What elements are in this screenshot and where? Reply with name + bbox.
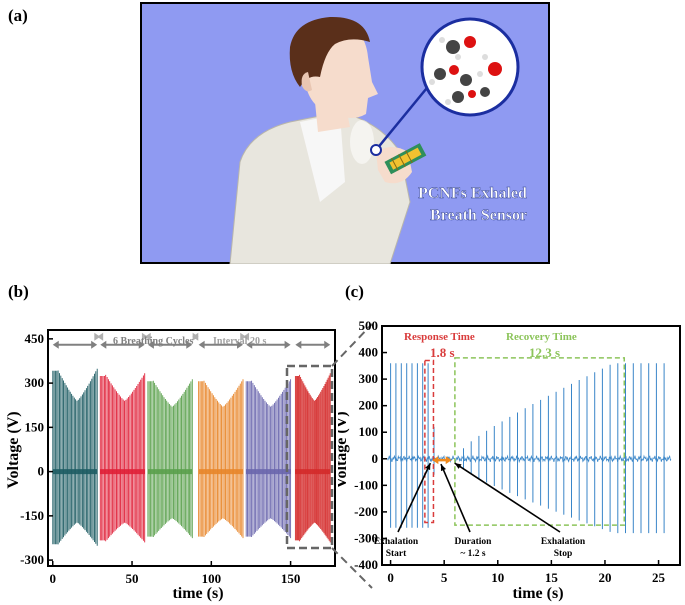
panel-label-c: (c)	[345, 282, 364, 301]
molecule-bubble	[420, 17, 520, 117]
chart-c-ytick-label: -100	[354, 477, 378, 492]
chart-c-ytick-label: -200	[354, 504, 378, 519]
response-time-title: Response Time	[404, 331, 475, 343]
cycle-arrow-4	[198, 340, 244, 349]
callout-lines	[397, 462, 561, 533]
callout-exhalation-stop-head	[454, 463, 462, 469]
chart-c-xtick-label: 0	[387, 570, 394, 585]
chart-b-ytick-label: -300	[20, 552, 44, 567]
chart-c-ytick-label: -400	[354, 557, 378, 572]
chart-b-interval-annotation: Interval 20 s	[213, 336, 266, 347]
duration-arrow-head-left	[432, 456, 439, 465]
interval-arrow-2	[141, 332, 151, 341]
chart-b: 0 50 100 150 -300 -150 0 150 300 450 6 Breathing …	[5, 329, 336, 602]
recovery-time-title: Recovery Time	[506, 331, 577, 343]
chart-b-ytick-label: 450	[25, 331, 45, 346]
chart-c-ytick-label: -300	[354, 530, 378, 545]
chart-b-cycle-arrows	[52, 332, 331, 349]
callout-exhalation-start-head	[425, 463, 431, 471]
callout-duration	[440, 463, 471, 533]
chart-c-xtick-label: 10	[491, 570, 504, 585]
interval-arrow-4	[240, 332, 250, 341]
hair	[289, 16, 370, 87]
chart-b-ytick-label: 300	[25, 375, 45, 390]
cycle-arrow-6	[295, 340, 331, 349]
chart-c-ytick-label: 500	[359, 318, 379, 333]
chart-c-baseline	[387, 454, 672, 464]
duration-arrow-head-right	[445, 456, 452, 465]
chart-b-series-2	[99, 373, 146, 543]
exhalation-stop-label-2: Stop	[554, 549, 572, 559]
chart-b-ytick-label: -150	[20, 508, 44, 523]
chart-b-ylabel: Voltage (V)	[5, 411, 22, 488]
duration-label-2: ~ 1.2 s	[460, 549, 486, 559]
chart-b-series-3	[147, 379, 193, 539]
recovery-time-value: 12.3 s	[529, 345, 560, 360]
response-time-box	[424, 359, 435, 524]
chart-b-cycles-annotation: 6 Breathing Cycles	[113, 336, 193, 347]
chart-b-zoom-box	[285, 364, 334, 550]
chart-c-ytick-label: 200	[359, 398, 379, 413]
chart-c-ytick-label: 0	[372, 451, 379, 466]
chart-c-ytick-label: 300	[359, 371, 379, 386]
chart-b-axes: 0 50 100 150 -300 -150 0 150 300 450	[20, 331, 300, 586]
chart-b-series-4	[198, 379, 244, 539]
chart-c-xtick-label: 20	[598, 570, 611, 585]
magnifier-anchor	[370, 144, 382, 156]
chart-b-series-5	[245, 379, 292, 539]
duration-arrow	[432, 456, 452, 465]
chart-c-xtick-label: 5	[441, 570, 448, 585]
callout-exhalation-stop	[454, 462, 561, 533]
cycle-arrow-1	[52, 340, 98, 349]
exhalation-start-label-2: Start	[386, 549, 407, 559]
sensor-chip	[384, 143, 427, 175]
panel-label-b: (b)	[8, 282, 29, 301]
panel-label-a: (a)	[8, 6, 28, 25]
breath-sensor-illustration: PCNFs Exhaled Breath Sensor	[140, 2, 550, 264]
cycle-arrow-3	[147, 340, 193, 349]
chart-c-xtick-label: 25	[652, 570, 666, 585]
chart-c-axes: 0 5 10 15 20 25 -400 -300 -200 -100 0 100 200 300 400 5…	[354, 318, 665, 585]
response-time-value: 1.8 s	[430, 345, 455, 360]
chart-b-xtick-label: 150	[281, 571, 301, 586]
duration-label-1: Duration	[455, 537, 493, 547]
chart-b-xtick-label: 0	[50, 571, 57, 586]
molecule-icons	[429, 36, 502, 105]
callout-duration-head	[440, 464, 446, 472]
cycle-arrow-2	[100, 340, 145, 349]
chart-b-ytick-label: 150	[25, 419, 45, 434]
chart-c-ylabel: Voltage (V)	[338, 411, 350, 488]
chart-b-ytick-label: 0	[38, 464, 45, 479]
exhalation-start-label-1: Exhalation	[374, 537, 419, 547]
chart-b-series-1	[52, 368, 98, 546]
shirt	[300, 114, 345, 202]
chart-b-xtick-label: 50	[126, 571, 139, 586]
cycle-arrow-5	[246, 340, 291, 349]
chart-b-xlabel: time (s)	[172, 585, 223, 602]
ear	[301, 72, 312, 92]
recovery-time-box	[454, 357, 626, 526]
callout-exhalation-start	[397, 462, 432, 533]
interval-arrow-1	[94, 332, 104, 341]
chart-b-frame	[47, 329, 336, 567]
sensor-label-line1: PCNFs Exhaled	[418, 185, 527, 202]
interval-arrow-3	[192, 332, 199, 341]
sensor-label-line2: Breath Sensor	[430, 207, 527, 224]
chart-c-ytick-label: 400	[359, 345, 379, 360]
exhalation-stop-label-1: Exhalation	[541, 537, 586, 547]
chart-b-series-6	[294, 373, 331, 543]
breath-glow	[350, 120, 374, 164]
chart-c-xtick-label: 15	[545, 570, 559, 585]
chart-c-signal	[387, 363, 672, 534]
chart-c-ytick-label: 100	[359, 424, 379, 439]
chart-c-frame	[381, 325, 681, 566]
chart-b-xtick-label: 100	[202, 571, 222, 586]
chart-c: 0 5 10 15 20 25 -400 -300 -200 -100 0 100 200 300 400 5…	[338, 318, 681, 602]
chart-b-signals	[52, 368, 331, 546]
chart-c-xlabel: time (s)	[512, 585, 563, 602]
